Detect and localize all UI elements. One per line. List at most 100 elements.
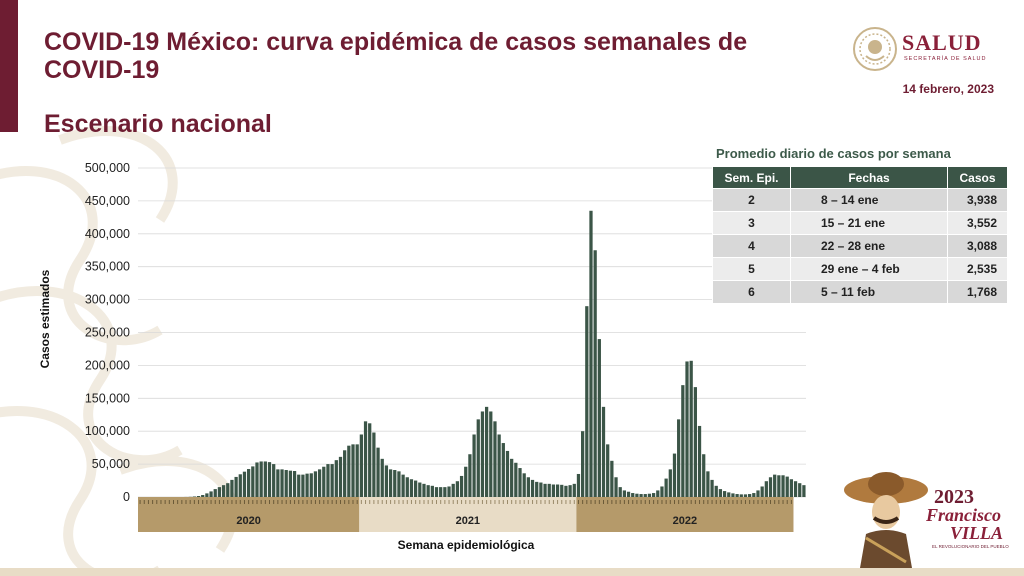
page-subtitle: Escenario nacional <box>44 110 272 138</box>
bar <box>710 479 714 497</box>
cell-casos: 2,535 <box>947 257 1008 281</box>
villa-name-line1: Francisco <box>926 505 1002 525</box>
bar <box>330 464 334 497</box>
cell-fechas: 22 – 28 ene <box>790 234 948 258</box>
bar <box>459 475 464 497</box>
bar <box>576 473 581 497</box>
bar <box>789 479 794 497</box>
bar <box>585 306 589 497</box>
cell-sem: 3 <box>712 211 791 235</box>
cell-casos: 3,938 <box>947 188 1008 212</box>
y-tick-label: 0 <box>123 490 130 504</box>
bar <box>647 493 652 497</box>
bar <box>564 485 568 497</box>
bar <box>802 485 806 497</box>
villa-year: 2023 <box>934 486 974 508</box>
logo-subtitle: SECRETARÍA DE SALUD <box>904 56 987 62</box>
bar <box>785 476 789 497</box>
x-axis-label: Semana epidemiológica <box>398 538 535 552</box>
bar <box>493 421 497 497</box>
bar <box>593 250 597 497</box>
y-tick-label: 450,000 <box>85 194 130 208</box>
table-title: Promedio diario de casos por semana <box>716 146 951 161</box>
bar <box>793 481 798 497</box>
cell-sem: 6 <box>712 280 791 304</box>
salud-logo: SALUD SECRETARÍA DE SALUD <box>852 26 1002 76</box>
bar <box>522 473 526 497</box>
bar <box>351 444 355 497</box>
bar <box>355 444 359 497</box>
bar <box>614 477 618 497</box>
bar <box>476 419 480 497</box>
bar <box>539 482 543 497</box>
bar <box>631 493 635 497</box>
y-tick-label: 500,000 <box>85 161 130 175</box>
bar <box>693 387 697 497</box>
bar <box>434 487 439 497</box>
bar <box>313 471 318 497</box>
bar <box>259 461 263 497</box>
y-tick-label: 250,000 <box>85 326 130 340</box>
bar <box>610 460 614 497</box>
cell-fechas: 8 – 14 ene <box>790 188 948 212</box>
bar <box>530 479 535 497</box>
bar <box>418 482 422 497</box>
bar <box>760 486 764 497</box>
table-row: 2 8 – 14 ene 3,938 <box>712 188 1008 212</box>
villa-name: Francisco VILLA <box>926 506 1003 542</box>
bar <box>363 421 368 497</box>
bar <box>447 486 451 497</box>
bar <box>343 450 347 497</box>
bar <box>322 466 326 497</box>
y-tick-label: 50,000 <box>92 457 130 471</box>
bar <box>480 411 485 497</box>
y-tick-label: 400,000 <box>85 227 130 241</box>
bar <box>472 434 476 497</box>
bar <box>681 385 685 497</box>
bar <box>213 489 217 497</box>
year-label: 2021 <box>456 515 480 527</box>
bar <box>560 484 564 497</box>
bar <box>635 493 639 497</box>
bar <box>301 474 305 497</box>
cell-fechas: 15 – 21 ene <box>790 211 948 235</box>
bar <box>272 464 276 497</box>
villa-portrait-icon <box>844 472 928 568</box>
column-header: Fechas <box>790 166 948 189</box>
cell-casos: 1,768 <box>947 280 1008 304</box>
year-label: 2022 <box>673 515 697 527</box>
cell-casos: 3,552 <box>947 211 1008 235</box>
bar <box>317 469 322 497</box>
cell-sem: 4 <box>712 234 791 258</box>
bar <box>451 483 455 497</box>
bar <box>443 487 447 497</box>
bar <box>422 483 426 497</box>
bar <box>209 491 213 497</box>
year-band <box>359 497 577 532</box>
bar <box>677 419 681 497</box>
bar <box>397 471 401 497</box>
bar <box>280 469 284 497</box>
bar <box>706 471 710 497</box>
bar <box>276 469 280 497</box>
bar <box>526 477 530 497</box>
y-tick-label: 350,000 <box>85 260 130 274</box>
bar <box>535 481 539 497</box>
villa-tagline: EL REVOLUCIONARIO DEL PUEBLO <box>932 544 1009 549</box>
bar <box>267 462 272 497</box>
table-row: 3 15 – 21 ene 3,552 <box>712 211 1008 235</box>
y-axis-label: Casos estimados <box>38 269 52 368</box>
report-date: 14 febrero, 2023 <box>902 82 994 96</box>
bar <box>798 483 802 497</box>
bar <box>251 466 255 497</box>
bar <box>510 458 514 497</box>
bar <box>514 462 518 497</box>
bar <box>777 475 781 497</box>
table-row: 5 29 ene – 4 feb 2,535 <box>712 257 1008 281</box>
bar <box>773 474 777 497</box>
bar <box>568 485 572 497</box>
table-row: 4 22 – 28 ene 3,088 <box>712 234 1008 258</box>
bar <box>292 471 297 497</box>
bar <box>572 483 576 497</box>
bar <box>297 474 301 497</box>
